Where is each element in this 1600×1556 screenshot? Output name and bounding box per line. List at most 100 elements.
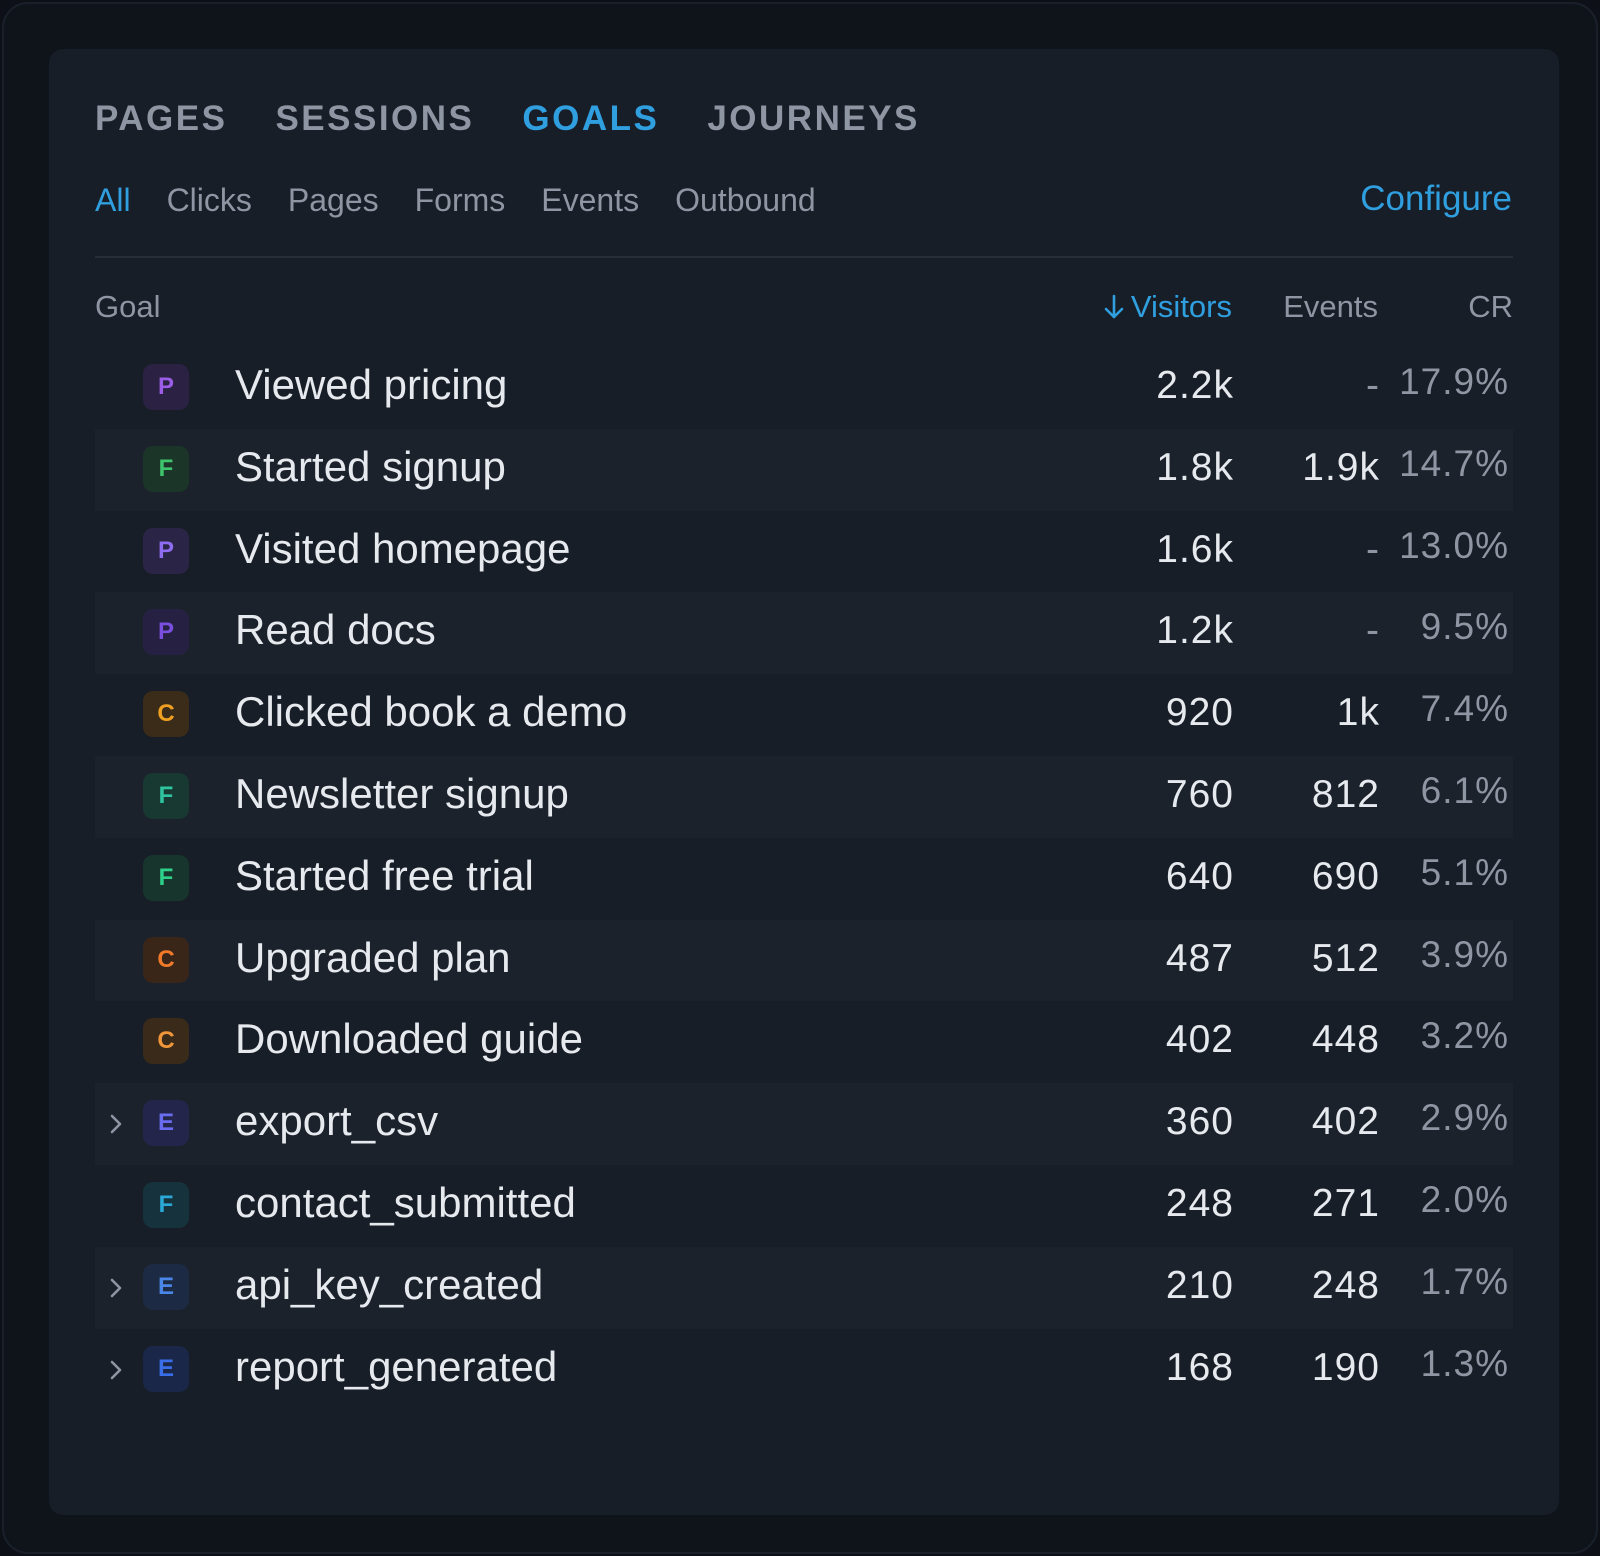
goal-type-badge: P (143, 364, 189, 410)
goal-name: Upgraded plan (235, 933, 511, 981)
filter-events[interactable]: Events (541, 182, 640, 218)
visitors-value: 248 (1165, 1181, 1234, 1225)
configure-link[interactable]: Configure (1360, 179, 1512, 218)
goal-type-badge: E (143, 1345, 189, 1392)
goal-name: export_csv (235, 1097, 439, 1145)
table-row[interactable]: F Started free trial 640 690 5.1% (95, 838, 1513, 920)
goal-name: api_key_created (235, 1260, 544, 1308)
goal-type-badge: P (143, 527, 189, 574)
events-value: 271 (1311, 1181, 1380, 1225)
conversion-rate-value: 2.0% (1420, 1178, 1509, 1220)
tab-journeys[interactable]: JOURNEYS (707, 99, 920, 138)
goal-type-badge: F (143, 1181, 189, 1228)
column-header-cr[interactable]: CR (1468, 289, 1513, 324)
visitors-value: 1.8k (1156, 445, 1234, 489)
tab-pages[interactable]: PAGES (95, 99, 228, 138)
events-value: 190 (1311, 1345, 1380, 1389)
events-value: 512 (1311, 936, 1380, 980)
divider (95, 256, 1513, 258)
conversion-rate-value: 2.9% (1420, 1097, 1509, 1139)
visitors-value: 2.2k (1156, 364, 1234, 407)
filter-all[interactable]: All (95, 182, 131, 218)
conversion-rate-value: 6.1% (1420, 769, 1509, 811)
main-tabs: PAGES SESSIONS GOALS JOURNEYS (95, 99, 920, 139)
column-header-events[interactable]: Events (1283, 289, 1378, 324)
table-row[interactable]: C Clicked book a demo 920 1k 7.4% (95, 674, 1513, 756)
visitors-value: 920 (1165, 691, 1234, 735)
visitors-value: 210 (1165, 1263, 1234, 1307)
conversion-rate-value: 17.9% (1399, 361, 1509, 402)
visitors-value: 360 (1165, 1100, 1234, 1144)
events-value: 812 (1311, 772, 1380, 816)
conversion-rate-value: 3.9% (1420, 933, 1509, 975)
events-value: 448 (1311, 1018, 1380, 1062)
filter-pages[interactable]: Pages (287, 182, 379, 218)
conversion-rate-value: 14.7% (1399, 442, 1509, 484)
table-row[interactable]: F Started signup 1.8k 1.9k 14.7% (95, 428, 1513, 511)
goal-type-badge: E (143, 1263, 189, 1310)
goal-type-filters: All Clicks Pages Forms Events Outbound (95, 182, 816, 219)
conversion-rate-value: 5.1% (1420, 851, 1509, 893)
goal-name: report_generated (235, 1342, 558, 1390)
column-header-visitors-label: Visitors (1130, 289, 1232, 324)
events-value: 402 (1311, 1100, 1380, 1144)
table-row[interactable]: P Read docs 1.2k -9.5% (95, 592, 1513, 675)
chevron-right-icon[interactable] (105, 1109, 127, 1139)
filter-forms[interactable]: Forms (414, 182, 506, 218)
goal-type-badge: C (143, 936, 189, 983)
goal-name: Started signup (235, 442, 506, 490)
goal-type-badge: F (143, 772, 189, 819)
tab-goals[interactable]: GOALS (522, 99, 660, 138)
visitors-value: 1.6k (1156, 527, 1234, 571)
goals-panel: PAGES SESSIONS GOALS JOURNEYS All Clicks… (49, 49, 1559, 1515)
goals-table-body: P Viewed pricing 2.2k -17.9% F Started signup… (95, 347, 1513, 1410)
visitors-value: 168 (1165, 1345, 1234, 1389)
goal-type-badge: F (143, 445, 189, 492)
column-header-goal: Goal (95, 289, 161, 324)
visitors-value: 1.2k (1156, 609, 1234, 653)
filter-outbound[interactable]: Outbound (675, 182, 816, 218)
goal-name: Started free trial (235, 851, 534, 899)
table-row[interactable]: F Newsletter signup 760 812 6.1% (95, 755, 1513, 838)
goal-type-badge: P (143, 609, 189, 656)
events-value: 248 (1311, 1263, 1380, 1307)
filter-clicks[interactable]: Clicks (166, 182, 252, 218)
table-row[interactable]: P Visited homepage 1.6k -13.0% (95, 511, 1513, 593)
table-header: Goal Visitors Events CR (95, 289, 1513, 339)
goal-type-badge: F (143, 854, 189, 901)
events-value: 690 (1311, 854, 1380, 898)
goal-type-badge: C (143, 691, 189, 738)
goal-type-badge: C (143, 1018, 189, 1065)
conversion-rate-value: 13.0% (1399, 524, 1509, 566)
goal-name: Read docs (235, 606, 436, 654)
table-row[interactable]: C Upgraded plan 487 512 3.9% (95, 919, 1513, 1002)
conversion-rate-value: 7.4% (1420, 688, 1509, 730)
table-row[interactable]: P Viewed pricing 2.2k -17.9% (95, 347, 1513, 429)
tab-sessions[interactable]: SESSIONS (275, 99, 475, 138)
chevron-right-icon[interactable] (105, 1355, 127, 1385)
goal-name: Viewed pricing (235, 361, 508, 408)
events-value: - (1366, 609, 1380, 653)
table-row[interactable]: C Downloaded guide 402 448 3.2% (95, 1001, 1513, 1083)
conversion-rate-value: 1.3% (1420, 1342, 1509, 1384)
column-header-visitors[interactable]: Visitors (1103, 289, 1232, 325)
chevron-right-icon[interactable] (105, 1273, 127, 1303)
arrow-down-icon (1104, 294, 1124, 319)
goal-name: Downloaded guide (235, 1015, 583, 1063)
visitors-value: 640 (1165, 854, 1234, 898)
events-value: 1.9k (1302, 445, 1380, 489)
events-value: - (1366, 364, 1380, 407)
visitors-value: 487 (1165, 936, 1234, 980)
visitors-value: 402 (1165, 1018, 1234, 1062)
conversion-rate-value: 3.2% (1420, 1015, 1509, 1057)
events-value: - (1366, 527, 1380, 571)
goal-name: Clicked book a demo (235, 688, 628, 736)
conversion-rate-value: 1.7% (1420, 1260, 1509, 1302)
goal-type-badge: E (143, 1100, 189, 1147)
events-value: 1k (1336, 691, 1380, 735)
